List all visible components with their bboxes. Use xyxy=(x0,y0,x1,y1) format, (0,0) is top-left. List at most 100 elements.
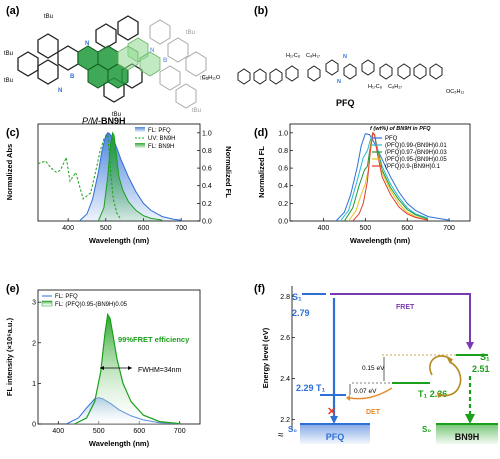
legend-label: UV: BN9H xyxy=(148,136,175,142)
y-tick-label: 2.6 xyxy=(280,335,290,342)
panel-e-label: (e) xyxy=(6,283,20,295)
panel-f-ylabel: Energy level (eV) xyxy=(261,327,270,388)
series-line xyxy=(97,131,163,222)
det-label: DET xyxy=(366,409,381,416)
bn9h-s1-label: S₁ xyxy=(480,352,490,362)
y2-tick-label: 0.0 xyxy=(202,219,212,226)
x-tick-label: 600 xyxy=(138,225,150,232)
svg-text:N: N xyxy=(150,48,154,54)
x-tick-label: 700 xyxy=(175,225,187,232)
tbu-label: tBu xyxy=(112,112,121,118)
nitrogen-label: N xyxy=(343,54,347,60)
panel-d-chart: 400 500 600 700 0.0 0.2 0.4 0.6 0.8 1.0 Wavelengt… xyxy=(257,123,471,245)
pfq-t1-label: 2.29 T₁ xyxy=(296,383,326,393)
panel-c-ylabel-right: Normalized FL xyxy=(224,146,233,198)
y2-tick-label: 0.8 xyxy=(202,148,212,155)
tbu-label: tBu xyxy=(44,14,53,20)
pfq-s1-value: 2.79 xyxy=(292,308,310,318)
x-tick-label: 700 xyxy=(443,225,455,232)
legend-swatch xyxy=(41,300,53,307)
fret-efficiency-annotation: 99%FRET efficiency xyxy=(118,335,190,344)
risc-arrow xyxy=(429,355,453,376)
panel-e-xlabel: Wavelength (nm) xyxy=(89,439,150,448)
bn9h-s0-label: S₀ xyxy=(422,425,431,434)
svg-text:N: N xyxy=(85,41,89,47)
panel-e-ylabel: FL intensity (×10⁶a.u.) xyxy=(5,317,14,396)
nitrogen-label: N xyxy=(337,79,341,85)
legend-label: FL: BN9H xyxy=(148,144,174,150)
svg-text:N: N xyxy=(58,88,62,94)
bn9h-molecule-structure: N B N N B tBu tBu tBu tBu tBu tBu tBu xyxy=(4,14,209,118)
y-tick-label: 1.0 xyxy=(278,130,288,137)
tbu-label: tBu xyxy=(4,78,13,84)
panel-d-label: (d) xyxy=(254,127,268,139)
series-line xyxy=(37,133,122,220)
det-arrow-head xyxy=(346,395,350,401)
pfq-box-label: PFQ xyxy=(326,432,345,442)
legend-label: PFQ xyxy=(385,136,398,142)
y-tick-label: 0.6 xyxy=(278,166,288,173)
alkyl-label: H₁₇C₈ xyxy=(286,53,300,59)
alkyl-label: C₈H₁₇ xyxy=(388,84,402,90)
alkyl-label: H₁₇C₈ xyxy=(368,84,382,90)
series-line xyxy=(335,133,450,222)
y-tick-label: 0.2 xyxy=(278,201,288,208)
y2-tick-label: 0.4 xyxy=(202,183,212,190)
panel-c-legend: FL: PFQ UV: BN9H FL: BN9H xyxy=(135,127,175,150)
svg-text:B: B xyxy=(163,58,168,64)
panel-d-frame xyxy=(289,123,471,222)
y-tick-label: 0.4 xyxy=(278,183,288,190)
y-tick-label: 2.2 xyxy=(280,417,290,424)
legend-label: (PFQ)0.9-(BN9H)0.1 xyxy=(385,164,441,170)
pfq-molecule-structure xyxy=(237,59,443,85)
legend-label: FL: PFQ xyxy=(55,294,78,300)
y-tick-label: 1 xyxy=(32,381,36,388)
pfq-decay-arrow-head xyxy=(330,416,338,424)
panel-f-label: (f) xyxy=(254,283,265,295)
legend-swatch xyxy=(135,143,145,148)
series-line xyxy=(74,312,180,425)
panel-d-legend: PFQ(PFQ)0.99-(BN9H)0.01(PFQ)0.97-(BN9H)0… xyxy=(372,136,447,170)
pfq-caption: PFQ xyxy=(336,98,355,108)
y-tick-label: 0 xyxy=(32,422,36,429)
energy-level-diagram: 2.2 2.4 2.6 2.8 Energy level (eV) S₁ 2.79 F… xyxy=(261,286,498,444)
gap-007-label: 0.07 eV xyxy=(354,388,377,395)
fwhm-annotation: FWHM=34nm xyxy=(138,367,182,374)
x-tick-label: 500 xyxy=(100,225,112,232)
x-tick-label: 700 xyxy=(174,428,186,435)
panel-c-ylabel-left: Normalized Abs xyxy=(5,144,14,200)
x-tick-label: 500 xyxy=(93,428,105,435)
panel-d-xlabel: Wavelength (nm) xyxy=(350,236,411,245)
y-tick-label: 0.0 xyxy=(278,219,288,226)
pfq-s0-label: S₀ xyxy=(288,425,297,434)
right-chain-label: OC₅H₁₁ xyxy=(446,89,464,95)
fret-label: FRET xyxy=(396,304,415,311)
panel-e-legend: FL: PFQ FL: (PFQ)0.95-(BN9H)0.05 xyxy=(41,294,128,308)
y-tick-label: 2 xyxy=(32,340,36,347)
panel-d-ylabel: Normalized FL xyxy=(257,146,266,198)
series-line xyxy=(352,131,429,222)
pfq-s1-label: S₁ xyxy=(292,292,302,302)
tbu-label: tBu xyxy=(186,30,195,36)
y2-tick-label: 1.0 xyxy=(202,130,212,137)
alkyl-label: C₈H₁₇ xyxy=(306,53,320,59)
panel-b-label: (b) xyxy=(254,5,268,17)
x-tick-label: 600 xyxy=(133,428,145,435)
risc-arrow-head xyxy=(437,392,443,398)
pfq-ground-box xyxy=(300,424,370,444)
panel-c-label: (c) xyxy=(6,127,20,139)
molecule-caption: P/M-BN9H xyxy=(82,116,126,126)
axis-break-icon: ≈ xyxy=(278,430,284,441)
panel-e-chart: 400 500 600 700 0 1 2 3 Wavelength (nm) FL inte… xyxy=(5,289,201,448)
y-tick-label: 0.8 xyxy=(278,148,288,155)
legend-label: (PFQ)0.97-(BN9H)0.03 xyxy=(385,150,447,156)
x-tick-label: 500 xyxy=(360,225,372,232)
blocked-mark-icon: ✕ xyxy=(327,406,336,418)
legend-label: (PFQ)0.95-(BN9H)0.05 xyxy=(385,157,447,163)
legend-swatch xyxy=(135,127,145,132)
legend-label: (PFQ)0.99-(BN9H)0.01 xyxy=(385,143,447,149)
bn9h-t1-label: T₁ 2.36 xyxy=(418,389,447,399)
isc-arrow-head xyxy=(447,358,453,364)
